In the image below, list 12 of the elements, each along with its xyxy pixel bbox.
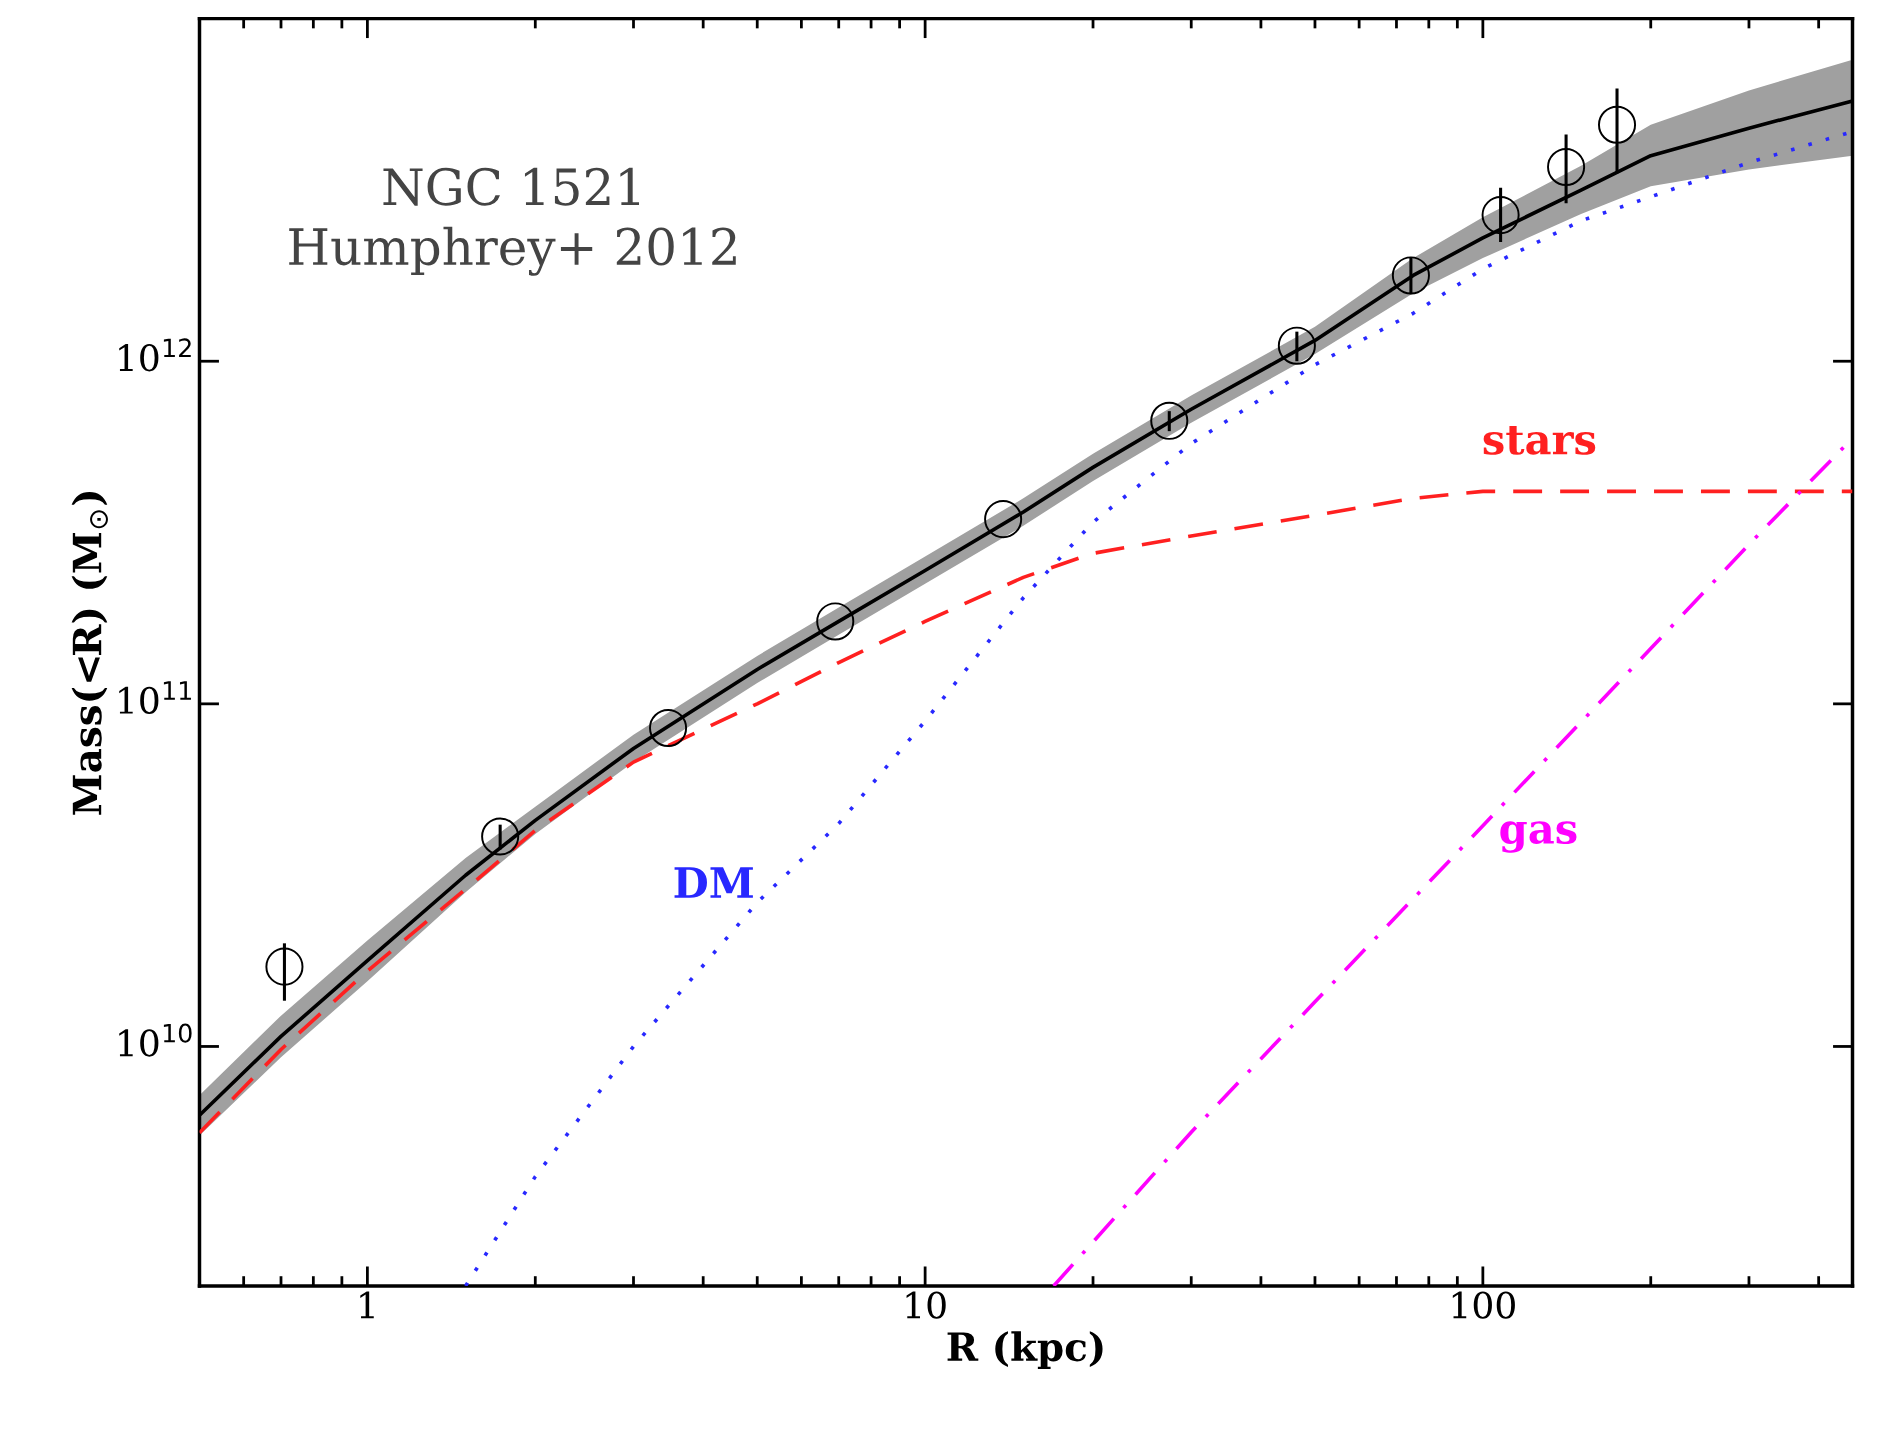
- y-tick-label: 10$^{12}$: [119, 338, 191, 372]
- x-tick-label: 10: [906, 1291, 946, 1319]
- annotation: NGC 1521 Humphrey+ 2012: [289, 167, 736, 276]
- x-tick-label: 100: [1452, 1291, 1515, 1319]
- y-axis-title: Mass(<R) (M$_{⊙}$): [71, 492, 108, 815]
- y-tick-label: 10$^{11}$: [119, 681, 191, 715]
- x-axis-title: R (kpc): [947, 1331, 1103, 1369]
- x-tick-label: 1: [360, 1291, 374, 1319]
- series-label: stars: [1483, 425, 1596, 455]
- series-label: gas: [1500, 821, 1577, 853]
- series-label: DM: [674, 867, 753, 898]
- y-tick-label: 10$^{10}$: [119, 1023, 192, 1057]
